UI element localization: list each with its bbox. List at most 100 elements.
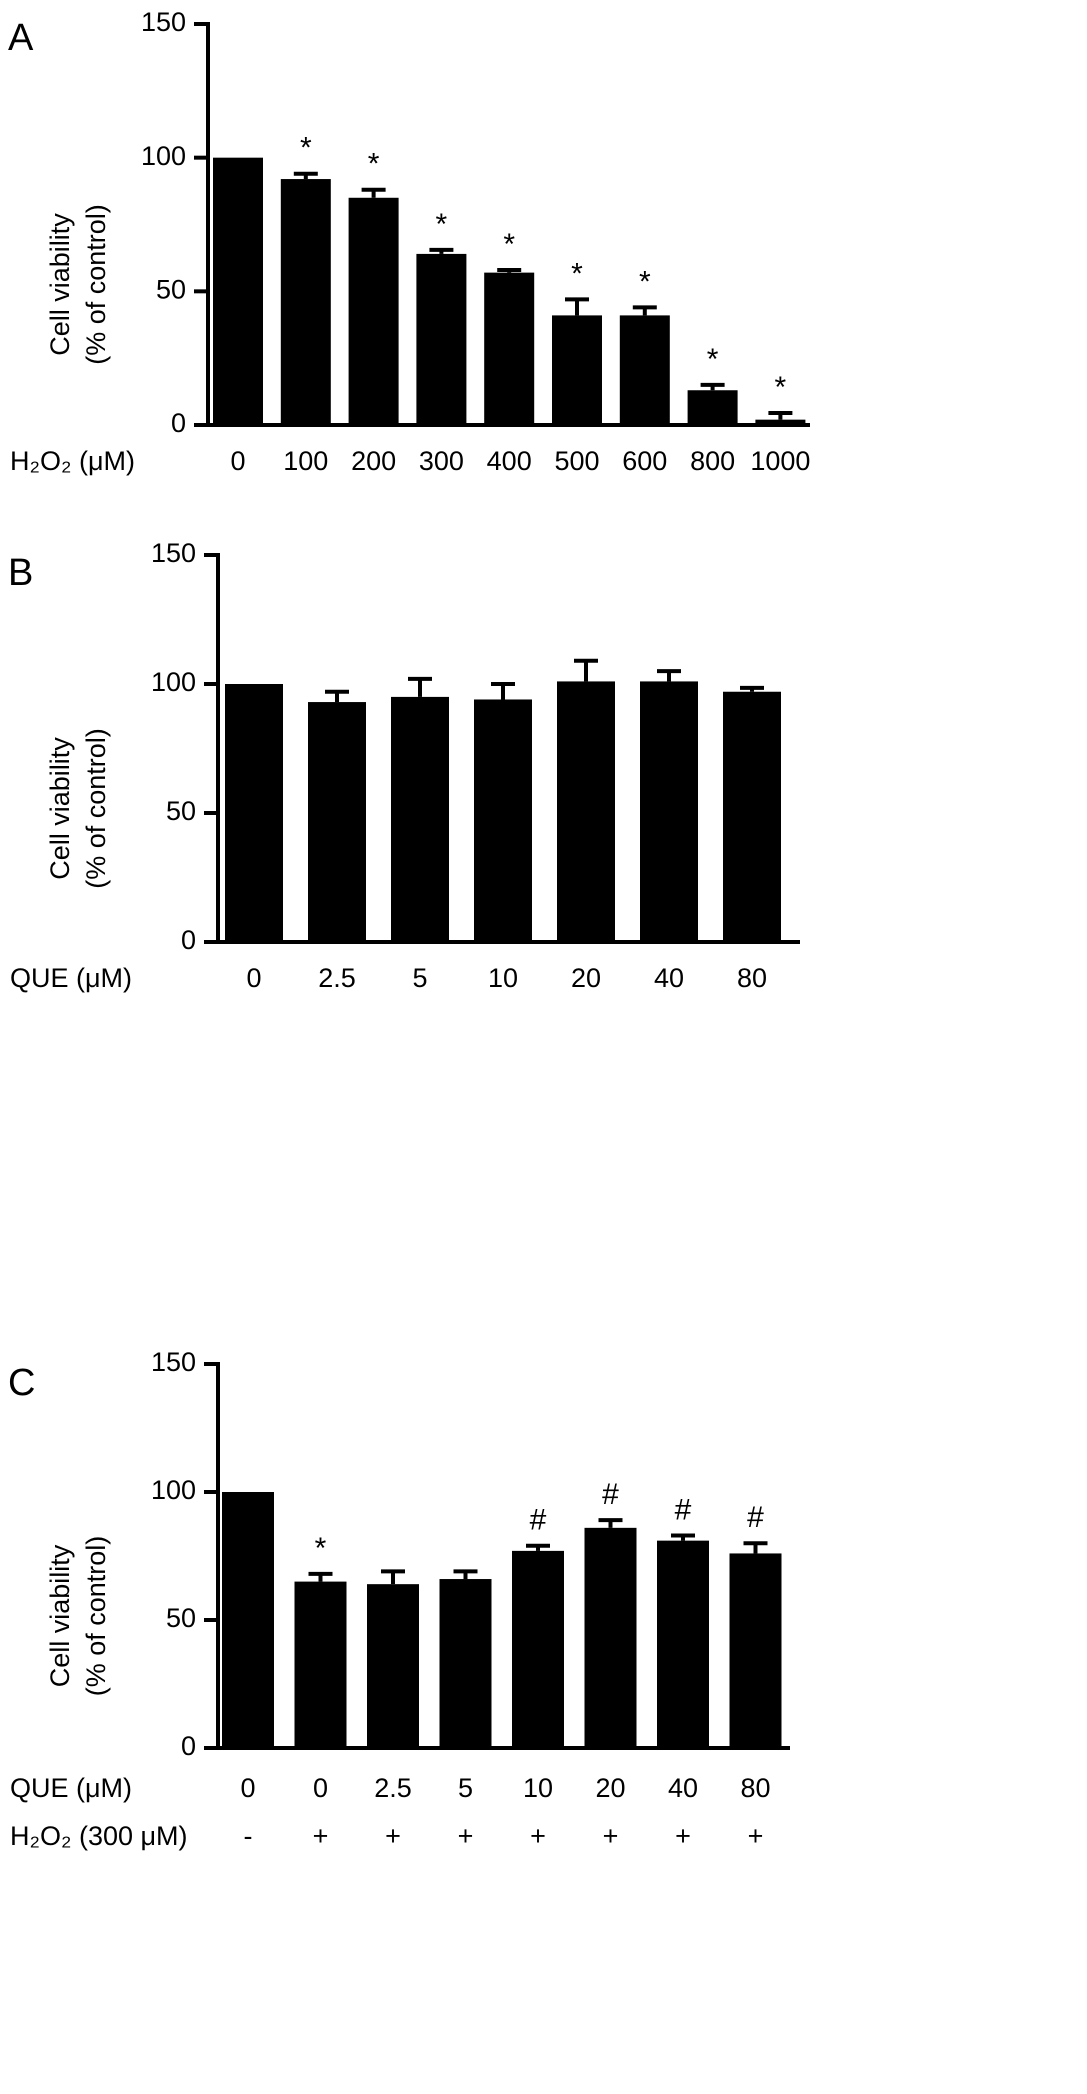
x-tick-label: 40 xyxy=(654,963,684,993)
y-axis-label: Cell viability xyxy=(45,737,75,880)
y-tick-label: 0 xyxy=(181,925,196,955)
bar xyxy=(657,1540,709,1748)
error-bar xyxy=(308,1571,333,1582)
x-tick-label: + xyxy=(748,1821,764,1851)
significance-marker: * xyxy=(368,148,380,181)
y-tick-label: 0 xyxy=(171,408,186,438)
y-axis-label: Cell viability xyxy=(45,213,75,356)
bar xyxy=(416,253,467,425)
significance-marker: # xyxy=(747,1501,764,1534)
error-bar xyxy=(740,685,764,692)
x-tick-label: 5 xyxy=(458,1773,473,1803)
error-bar xyxy=(526,1543,550,1551)
bar xyxy=(687,390,738,425)
error-bar xyxy=(293,171,318,180)
error-bar xyxy=(361,187,386,198)
bar xyxy=(723,691,781,942)
x-axis-label: H₂O₂ (μM) xyxy=(10,446,135,476)
error-bar xyxy=(743,1541,768,1554)
bar xyxy=(640,681,698,942)
bar xyxy=(474,699,532,942)
error-bar xyxy=(381,1569,405,1585)
bar xyxy=(512,1550,564,1748)
x-tick-label: 20 xyxy=(595,1773,625,1803)
error-bar xyxy=(632,305,657,316)
y-tick-label: 100 xyxy=(141,141,186,171)
y-axis-label: (% of control) xyxy=(81,728,111,889)
panel-label: C xyxy=(8,1362,35,1404)
y-tick-label: 50 xyxy=(156,274,186,304)
x-tick-label: + xyxy=(385,1821,401,1851)
y-tick-label: 100 xyxy=(151,667,196,697)
y-tick-label: 100 xyxy=(151,1475,196,1505)
y-tick-label: 50 xyxy=(166,1603,196,1633)
x-tick-label: 300 xyxy=(419,446,464,476)
x-tick-label: 200 xyxy=(351,446,396,476)
error-bar xyxy=(429,247,454,254)
bar xyxy=(213,157,263,425)
bar xyxy=(280,179,331,425)
bar xyxy=(439,1579,492,1748)
bar xyxy=(294,1581,347,1748)
x-tick-label: 0 xyxy=(313,1773,328,1803)
x-tick-label: + xyxy=(530,1821,546,1851)
x-tick-label: 100 xyxy=(283,446,328,476)
x-tick-label: + xyxy=(313,1821,329,1851)
x-tick-label: 400 xyxy=(487,446,532,476)
bar xyxy=(222,1492,274,1748)
significance-marker: * xyxy=(639,265,651,298)
bar xyxy=(391,696,449,942)
significance-marker: * xyxy=(571,257,583,290)
x-tick-label: 20 xyxy=(571,963,601,993)
error-bar xyxy=(598,1518,623,1528)
bar xyxy=(484,272,535,425)
y-tick-label: 0 xyxy=(181,1731,196,1761)
x-tick-label: + xyxy=(675,1821,691,1851)
error-bar xyxy=(408,676,432,697)
significance-marker: * xyxy=(775,371,787,404)
bar xyxy=(584,1527,637,1748)
significance-marker: # xyxy=(675,1493,692,1526)
x-tick-label: - xyxy=(244,1821,253,1851)
error-bar xyxy=(768,410,793,420)
x-tick-label: 0 xyxy=(230,446,245,476)
bar xyxy=(225,684,283,942)
significance-marker: * xyxy=(503,228,515,261)
x-tick-label: 0 xyxy=(240,1773,255,1803)
error-bar xyxy=(325,689,349,703)
x-tick-label: 5 xyxy=(412,963,427,993)
significance-marker: # xyxy=(530,1504,547,1537)
bar xyxy=(348,197,399,425)
x-tick-label: 2.5 xyxy=(318,963,356,993)
x-axis-label: H₂O₂ (300 μM) xyxy=(10,1821,188,1851)
x-tick-label: 600 xyxy=(622,446,667,476)
x-tick-label: + xyxy=(458,1821,474,1851)
y-tick-label: 150 xyxy=(151,538,196,568)
x-tick-label: 10 xyxy=(523,1773,553,1803)
panel-label: A xyxy=(8,17,34,59)
significance-marker: * xyxy=(707,343,719,376)
bar xyxy=(755,419,806,425)
significance-marker: * xyxy=(315,1532,327,1565)
x-tick-label: 0 xyxy=(246,963,261,993)
x-axis-label: QUE (μM) xyxy=(10,963,132,993)
panel-label: B xyxy=(8,552,33,594)
x-tick-label: 40 xyxy=(668,1773,698,1803)
significance-marker: # xyxy=(602,1478,619,1511)
y-tick-label: 150 xyxy=(141,7,186,37)
error-bar xyxy=(565,297,589,316)
bar xyxy=(557,681,615,942)
x-tick-label: 80 xyxy=(740,1773,770,1803)
x-tick-label: 2.5 xyxy=(374,1773,412,1803)
y-tick-label: 50 xyxy=(166,796,196,826)
y-axis-label: Cell viability xyxy=(45,1544,75,1687)
x-tick-label: 10 xyxy=(488,963,518,993)
bar xyxy=(619,315,670,425)
error-bar xyxy=(574,658,598,682)
x-axis-label: QUE (μM) xyxy=(10,1773,132,1803)
x-tick-label: 1000 xyxy=(750,446,810,476)
significance-marker: * xyxy=(436,208,448,241)
y-axis-label: (% of control) xyxy=(81,1536,111,1697)
x-tick-label: 80 xyxy=(737,963,767,993)
